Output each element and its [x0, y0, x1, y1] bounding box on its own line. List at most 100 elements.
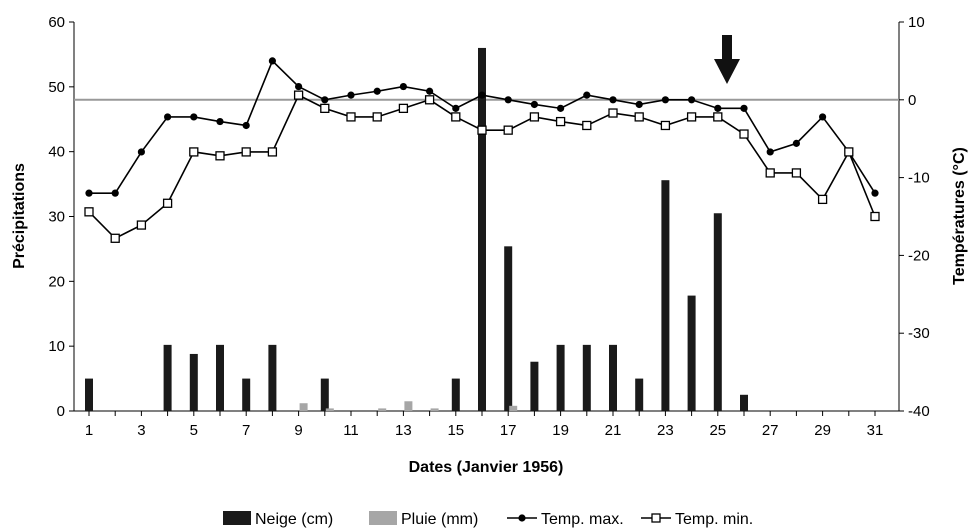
point-temp-min	[162, 198, 173, 208]
bar-snow	[242, 378, 251, 411]
legend-marker-tmin	[651, 513, 661, 523]
point-temp-min	[398, 103, 409, 114]
y-left-tick-label: 10	[48, 338, 65, 355]
bar-snow	[635, 378, 644, 411]
x-tick-label: 3	[137, 422, 145, 439]
bar-snow	[85, 378, 93, 411]
x-tick-label: 27	[762, 422, 779, 439]
point-temp-max	[504, 96, 512, 104]
point-temp-min	[110, 233, 120, 243]
legend-label-rain: Pluie (mm)	[401, 511, 478, 528]
point-temp-max	[190, 113, 198, 121]
point-temp-min	[817, 194, 828, 205]
bar-snow	[582, 344, 591, 411]
y-right-tick-label: -20	[908, 247, 930, 264]
y-right-tick-label: 0	[908, 92, 916, 109]
down-arrow-annotation	[714, 35, 740, 84]
legend-marker-tmax	[518, 514, 526, 522]
bar-snow	[740, 394, 748, 411]
point-temp-min	[189, 147, 199, 157]
x-tick-label: 13	[395, 422, 412, 439]
point-temp-max	[399, 82, 407, 91]
point-temp-min	[791, 168, 802, 178]
point-temp-min	[660, 120, 671, 131]
bar-rain	[404, 401, 413, 411]
point-temp-max	[321, 96, 329, 104]
point-temp-min	[424, 95, 435, 105]
x-tick-label: 19	[552, 422, 569, 439]
x-tick-label: 9	[294, 422, 302, 439]
bar-snow	[320, 378, 329, 411]
point-temp-min	[713, 112, 723, 122]
point-temp-min	[739, 129, 749, 139]
legend-swatch-rain	[369, 511, 397, 525]
point-temp-min	[136, 220, 147, 230]
point-temp-min	[346, 112, 356, 122]
bars-layer	[85, 47, 748, 411]
point-temp-min	[765, 168, 775, 178]
y-right-tick-label: 10	[908, 14, 925, 31]
point-temp-max	[478, 91, 486, 99]
x-tick-label: 5	[190, 422, 198, 439]
point-temp-min	[529, 112, 540, 122]
point-temp-max	[871, 189, 879, 197]
bar-snow	[478, 47, 486, 411]
x-tick-label: 7	[242, 422, 250, 439]
bar-rain	[378, 408, 387, 411]
y-left-tick-label: 30	[48, 209, 65, 226]
x-tick-label: 17	[500, 422, 517, 439]
y-left-tick-label: 0	[57, 403, 65, 420]
point-temp-max	[216, 117, 224, 126]
bar-rain	[299, 403, 308, 411]
y-right-tick-label: -10	[908, 170, 930, 187]
x-tick-label: 29	[814, 422, 831, 439]
bar-snow	[556, 344, 565, 411]
x-tick-label: 21	[605, 422, 622, 439]
bar-snow	[504, 246, 513, 411]
bar-snow	[268, 344, 277, 411]
y-left-tick-label: 40	[48, 144, 65, 161]
point-temp-max	[164, 113, 172, 121]
x-tick-label: 25	[709, 422, 726, 439]
bar-snow	[451, 378, 460, 411]
bar-snow	[163, 344, 172, 411]
y-axis-right-title: Températures (°C)	[951, 147, 968, 285]
point-temp-min	[451, 112, 461, 122]
y-left-tick-label: 60	[48, 14, 65, 31]
point-temp-max	[347, 91, 355, 99]
legend-label-tmin: Temp. min.	[675, 511, 753, 528]
point-temp-min	[870, 211, 880, 222]
point-temp-max	[373, 87, 381, 95]
point-temp-min	[686, 112, 697, 122]
point-temp-max	[530, 100, 539, 109]
point-temp-max	[452, 104, 460, 112]
legend-label-tmax: Temp. max.	[541, 511, 624, 528]
y-right-tick-label: -30	[908, 325, 930, 342]
point-temp-min	[320, 103, 330, 114]
bar-snow	[216, 344, 224, 411]
lines-layer	[84, 57, 880, 243]
down-arrow-icon	[714, 35, 740, 84]
point-temp-max	[111, 189, 119, 197]
x-tick-label: 15	[447, 422, 464, 439]
point-temp-min	[84, 207, 94, 217]
y-left-tick-label: 20	[48, 273, 65, 290]
point-temp-max	[661, 96, 670, 104]
point-temp-max	[137, 148, 145, 156]
point-temp-min	[844, 147, 854, 157]
x-tick-label: 1	[85, 422, 93, 439]
point-temp-min	[241, 147, 251, 157]
bar-rain	[325, 408, 334, 411]
point-temp-max	[609, 96, 617, 104]
x-tick-label: 23	[657, 422, 674, 439]
point-temp-max	[688, 96, 696, 104]
point-temp-max	[557, 104, 565, 112]
point-temp-max	[268, 57, 276, 65]
point-temp-max	[242, 121, 250, 130]
point-temp-max	[819, 113, 827, 121]
y-axis-left-title: Précipitations	[11, 163, 28, 269]
point-temp-min	[582, 120, 592, 131]
point-temp-max	[766, 148, 774, 156]
